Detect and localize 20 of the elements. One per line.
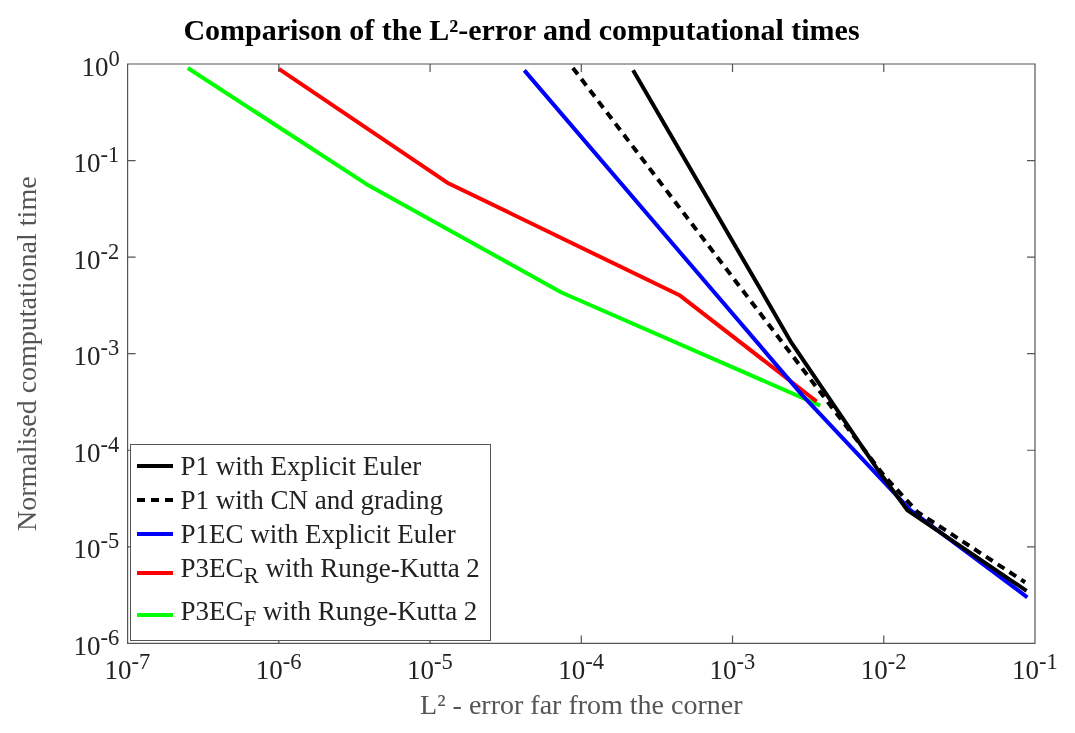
legend-label: P1EC with Explicit Euler	[180, 518, 456, 552]
x-tick-label: 10$^{-5}$	[407, 649, 453, 686]
x-tick-label: 10$^{-2}$	[860, 649, 907, 686]
y-tick-label: 10$^{-4}$	[73, 431, 120, 468]
x-axis-title: L² - error far from the corner	[420, 688, 744, 720]
y-tick-label: 10$^{0}$	[81, 45, 120, 82]
y-tick-label: 10$^{-3}$	[73, 335, 120, 372]
legend-label: P1 with Explicit Euler	[180, 450, 422, 484]
legend-label: P3EC$_{R}$ with Runge-Kutta 2	[180, 552, 480, 591]
y-tick-label: 10$^{-1}$	[73, 142, 120, 179]
x-tick-label: 10$^{-1}$	[1012, 649, 1058, 686]
legend-label: P3EC$_{F}$ with Runge-Kutta 2	[180, 594, 478, 634]
x-tick-label: 10$^{-4}$	[558, 649, 605, 686]
y-tick-label: 10$^{-5}$	[73, 528, 120, 565]
y-tick-label: 10$^{-2}$	[73, 238, 120, 275]
legend-label: P1 with CN and grading	[180, 484, 444, 518]
y-axis-title: Normalised computational time	[11, 176, 43, 531]
x-tick-label: 10$^{-6}$	[255, 649, 302, 686]
chart-title: Comparison of the L²-error and computational times	[183, 12, 860, 46]
x-tick-label: 10$^{-3}$	[709, 649, 756, 686]
